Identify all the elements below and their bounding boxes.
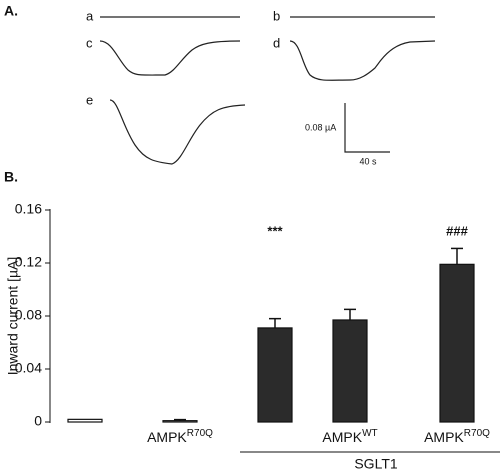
category-sup: R70Q — [464, 428, 490, 439]
category-main: AMPK — [147, 429, 187, 445]
trace-label: a — [86, 8, 94, 23]
x-tick-label: AMPKR70Q — [147, 428, 213, 445]
bar — [67, 418, 103, 423]
trace-label: d — [273, 35, 280, 50]
x-tick-label: AMPKWT — [322, 428, 377, 445]
trace-label: b — [273, 8, 280, 23]
y-tick-label: 0.12 — [15, 254, 42, 270]
category-main: AMPK — [322, 429, 362, 445]
scale-bar — [344, 103, 390, 153]
bar — [257, 327, 293, 423]
trace — [289, 40, 436, 81]
annotation: ### — [446, 223, 468, 238]
y-axis-label: Inward current [µA] — [5, 257, 21, 376]
category-sup: R70Q — [187, 428, 213, 439]
trace — [109, 99, 246, 165]
bar — [162, 420, 198, 423]
category-main: AMPK — [424, 429, 464, 445]
scale-label: 0.08 µA — [305, 122, 336, 132]
panel-label: A. — [4, 3, 18, 19]
y-tick-label: 0.08 — [15, 307, 42, 323]
scale-label: 40 s — [359, 156, 377, 166]
y-tick-label: 0 — [34, 413, 42, 429]
panel-label: B. — [4, 169, 18, 185]
x-tick-label: AMPKR70Q — [424, 428, 490, 445]
trace-label: e — [86, 92, 93, 107]
y-tick-label: 0.16 — [15, 201, 42, 217]
trace — [99, 40, 241, 76]
trace-label: c — [86, 35, 93, 50]
bar — [439, 263, 475, 423]
bar — [332, 319, 368, 423]
annotation: *** — [267, 223, 283, 238]
y-tick-label: 0.04 — [15, 360, 42, 376]
group-label: SGLT1 — [354, 456, 398, 472]
category-sup: WT — [362, 428, 378, 439]
